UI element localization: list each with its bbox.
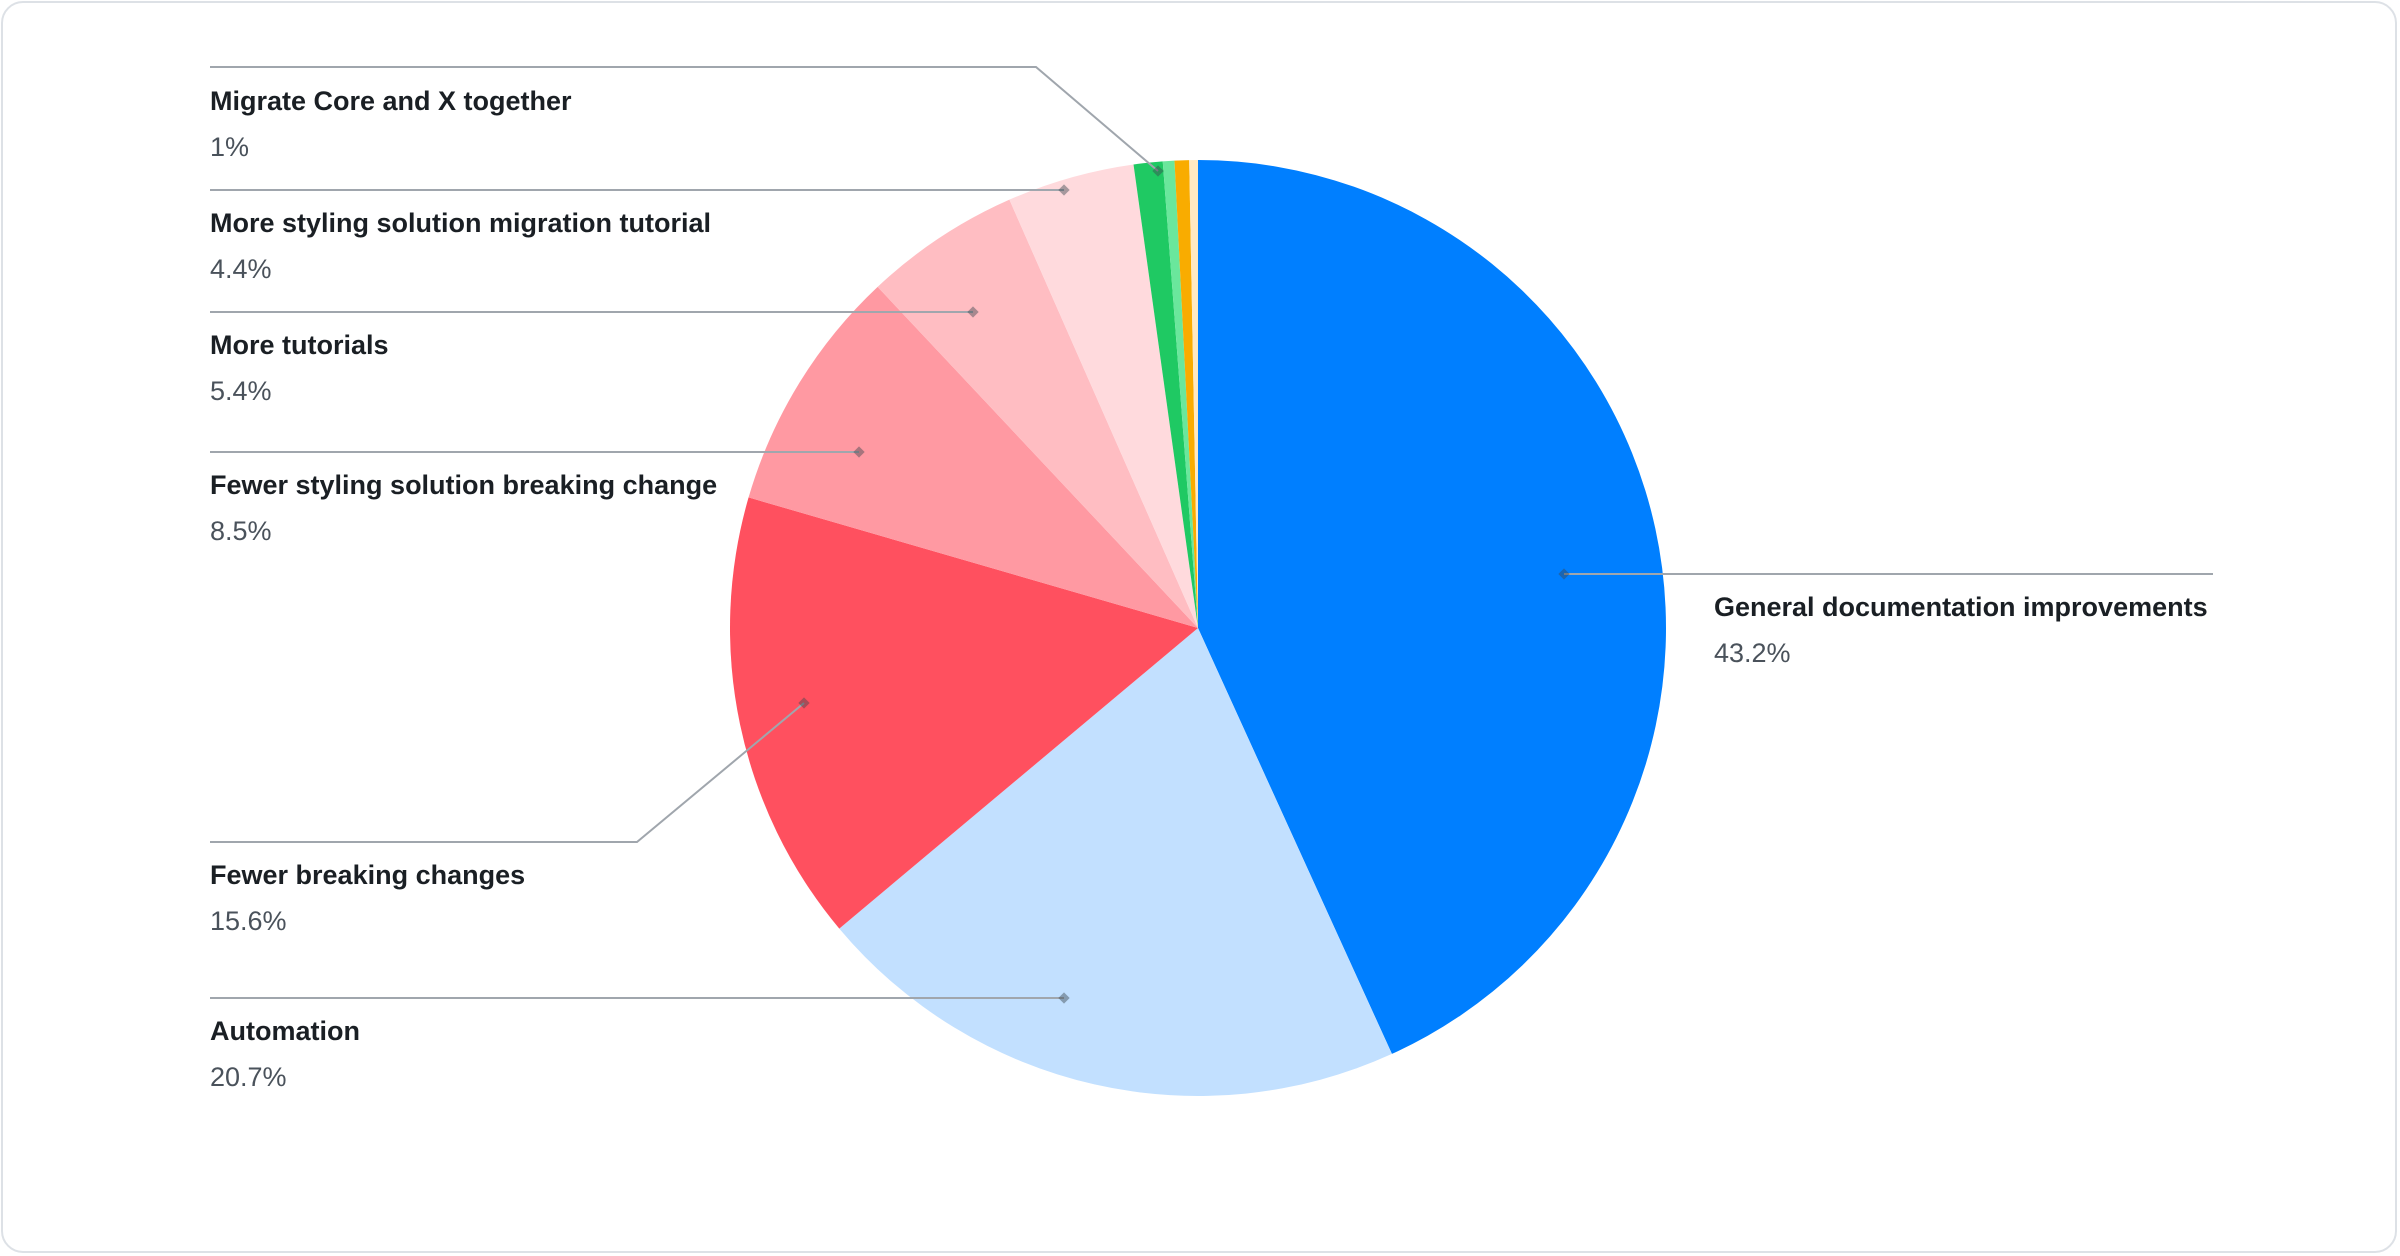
slice-label-percent: 1%	[210, 132, 249, 162]
slice-label-name: General documentation improvements	[1714, 592, 2208, 622]
leader-dot-0	[1558, 568, 1570, 580]
pie-slice-4	[877, 199, 1198, 629]
leader-dot-3	[853, 446, 865, 458]
slice-label-percent: 20.7%	[210, 1062, 287, 1092]
slice-label-percent: 5.4%	[210, 376, 272, 406]
pie-slice-2	[729, 497, 1198, 929]
pie-slice-0	[1198, 160, 1666, 1054]
slice-label-percent: 4.4%	[210, 254, 272, 284]
slice-label-percent: 43.2%	[1714, 638, 1791, 668]
pie-slice-3	[748, 286, 1198, 628]
leader-dot-2	[798, 697, 810, 709]
slice-label-percent: 8.5%	[210, 516, 272, 546]
slice-label-name: Fewer breaking changes	[210, 860, 525, 890]
slice-label-name: Automation	[210, 1016, 360, 1046]
pie-slice-1	[839, 628, 1392, 1096]
pie-slice-7	[1162, 160, 1198, 628]
slice-label-name: Fewer styling solution breaking change	[210, 470, 717, 500]
leader-dot-6	[1152, 165, 1164, 177]
slice-label-name: Migrate Core and X together	[210, 86, 572, 116]
leader-line-6	[210, 66, 1159, 172]
leader-line-2	[210, 702, 805, 843]
slice-label-name: More styling solution migration tutorial	[210, 208, 711, 238]
slice-label-percent: 15.6%	[210, 906, 287, 936]
slice-label-name: More tutorials	[210, 330, 389, 360]
pie-slice-5	[1009, 164, 1198, 628]
pie-slice-8	[1174, 160, 1198, 629]
pie-slice-9	[1189, 160, 1198, 628]
leader-dot-1	[1058, 992, 1070, 1004]
leader-dot-4	[967, 306, 979, 318]
leader-dot-5	[1058, 184, 1070, 196]
pie-slice-6	[1133, 161, 1198, 628]
